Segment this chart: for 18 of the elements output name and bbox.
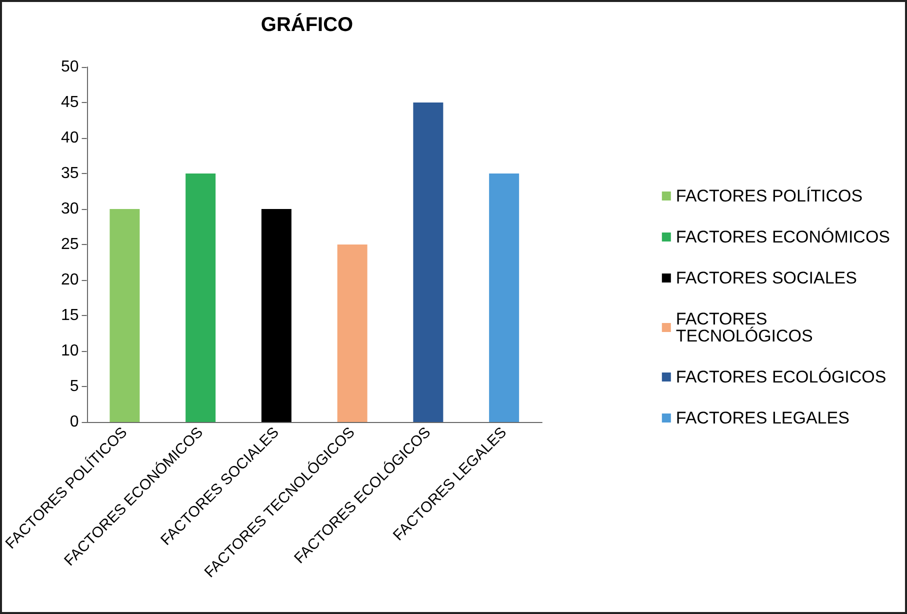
legend-label: FACTORES ECONÓMICOS (676, 228, 890, 246)
legend-label: FACTORES ECOLÓGICOS (676, 368, 886, 386)
y-tick-label: 25 (60, 236, 79, 253)
legend-label: FACTORES POLÍTICOS (676, 186, 863, 206)
y-tick-label: 5 (70, 378, 79, 395)
y-tick-label: 50 (60, 58, 79, 76)
y-tick-label: 35 (60, 165, 79, 182)
legend-label: FACTORES SOCIALES (676, 268, 857, 288)
y-tick-label: 45 (60, 94, 79, 111)
y-tick-label: 40 (60, 130, 79, 146)
y-tick-label: 20 (60, 272, 79, 288)
legend-label: FACTORES LEGALES (676, 408, 850, 428)
y-tick-label: 15 (60, 307, 79, 324)
chart-title: GRÁFICO (260, 13, 354, 36)
y-tick-label: 10 (60, 342, 79, 360)
y-tick-label: 0 (70, 414, 79, 430)
y-tick-label: 30 (60, 200, 79, 218)
legend-label: FACTORES TECNOLÓGICOS (676, 310, 813, 346)
